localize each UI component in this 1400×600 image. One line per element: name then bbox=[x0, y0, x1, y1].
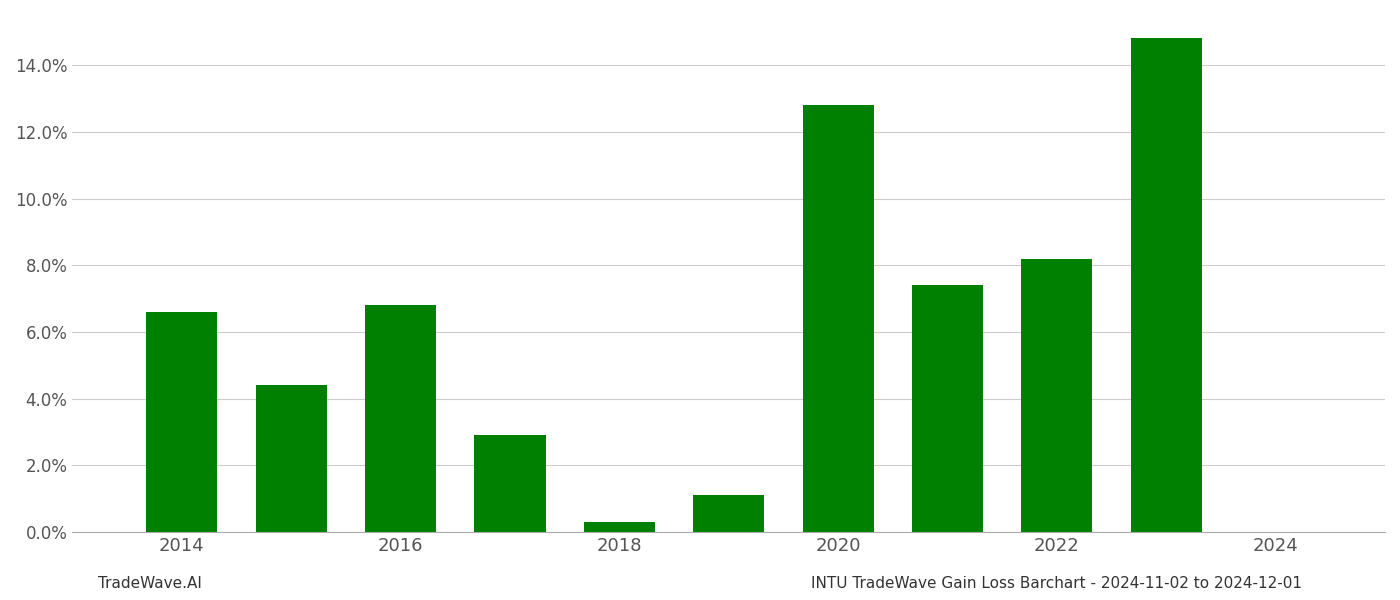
Bar bbox=[147, 312, 217, 532]
Bar bbox=[911, 285, 983, 532]
Bar bbox=[1022, 259, 1092, 532]
Bar bbox=[1131, 38, 1201, 532]
Text: TradeWave.AI: TradeWave.AI bbox=[98, 576, 202, 591]
Bar bbox=[475, 436, 546, 532]
Text: INTU TradeWave Gain Loss Barchart - 2024-11-02 to 2024-12-01: INTU TradeWave Gain Loss Barchart - 2024… bbox=[811, 576, 1302, 591]
Bar bbox=[365, 305, 437, 532]
Bar bbox=[256, 385, 326, 532]
Bar bbox=[693, 496, 764, 532]
Bar bbox=[802, 105, 874, 532]
Bar bbox=[584, 522, 655, 532]
